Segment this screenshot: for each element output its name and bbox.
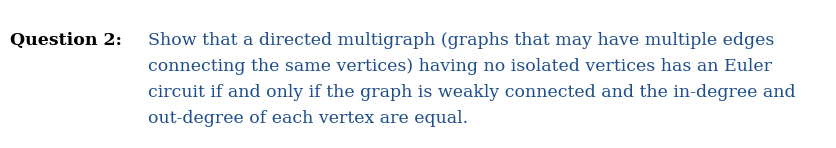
Text: connecting the same vertices) having no isolated vertices has an Euler: connecting the same vertices) having no …: [148, 58, 771, 75]
Text: circuit if and only if the graph is weakly connected and the in-degree and: circuit if and only if the graph is weak…: [148, 84, 795, 101]
Text: Question 2:: Question 2:: [10, 32, 122, 49]
Text: Show that a directed multigraph (graphs that may have multiple edges: Show that a directed multigraph (graphs …: [148, 32, 773, 49]
Text: out-degree of each vertex are equal.: out-degree of each vertex are equal.: [148, 110, 467, 127]
